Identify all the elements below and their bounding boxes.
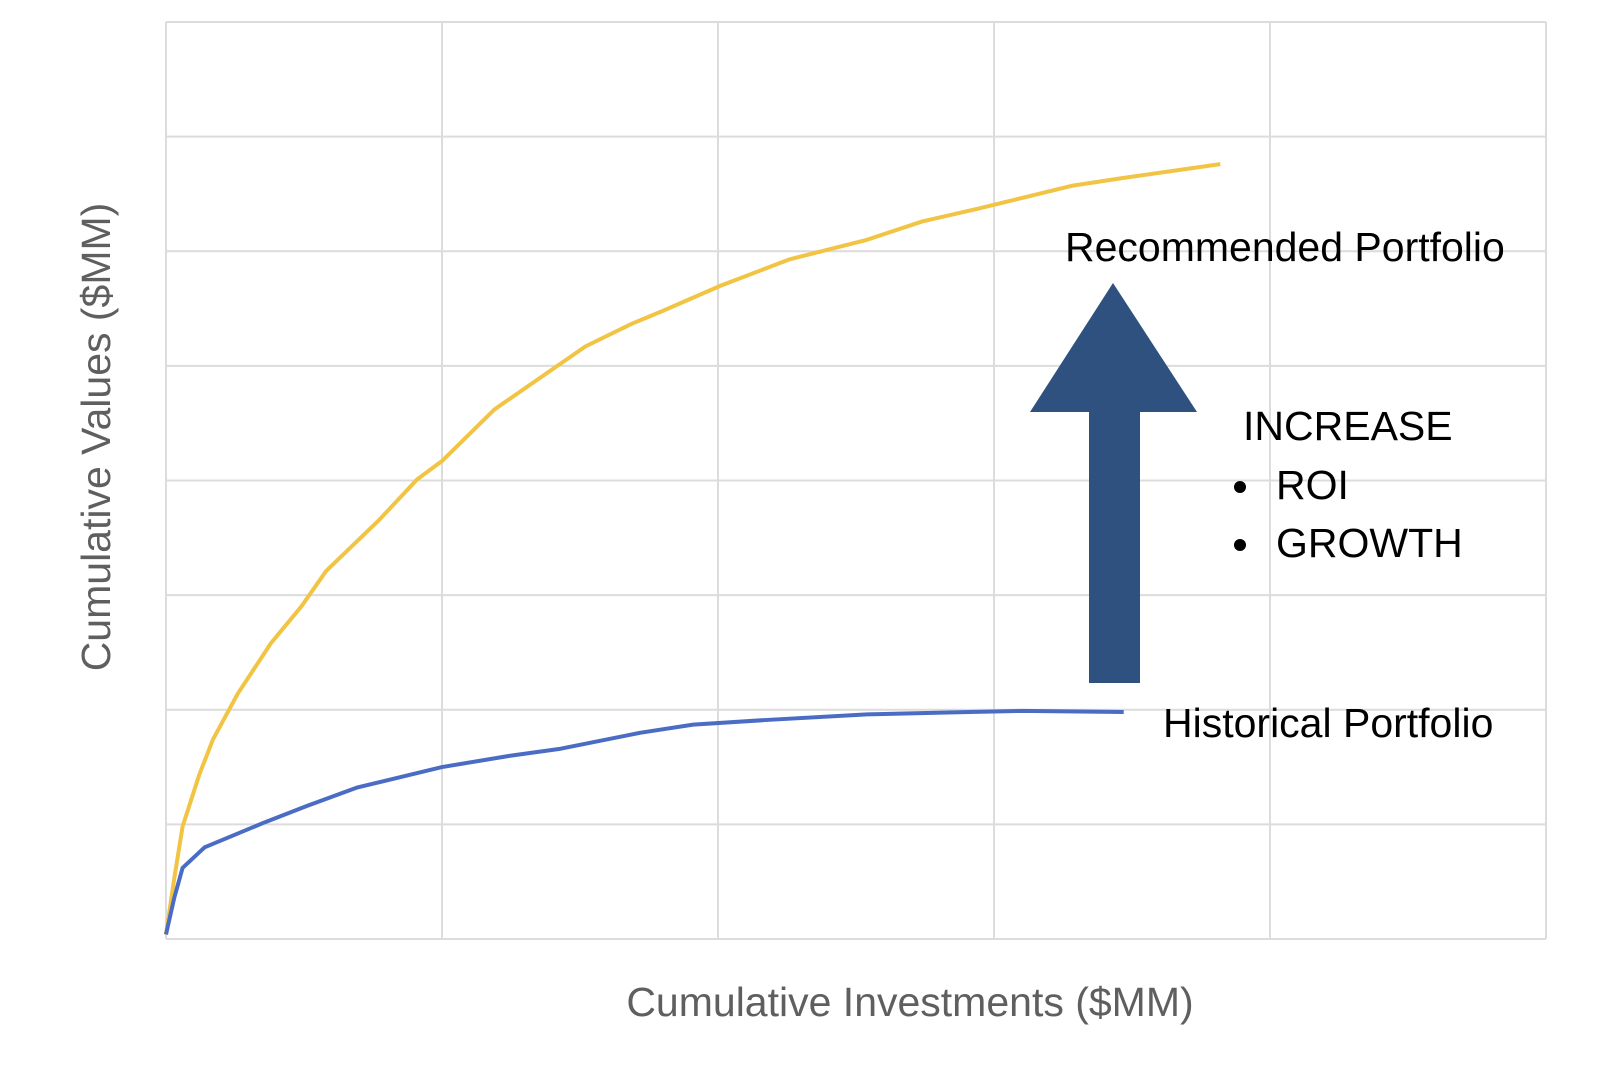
series-label: Recommended Portfolio [1065,224,1505,270]
series-line [164,708,1124,935]
increase-arrow [1030,283,1197,683]
plot-area [164,162,1221,935]
series-label: Historical Portfolio [1163,700,1493,746]
bullet [1234,539,1246,551]
bullet [1234,481,1246,493]
annotation-heading: INCREASE [1243,403,1453,449]
series-line [164,162,1221,935]
grid [165,21,1547,940]
annotation-bullet: ROI [1276,462,1349,508]
x-axis-title: Cumulative Investments ($MM) [626,979,1193,1025]
y-axis-title: Cumulative Values ($MM) [73,203,119,672]
annotation-bullet: GROWTH [1276,520,1463,566]
